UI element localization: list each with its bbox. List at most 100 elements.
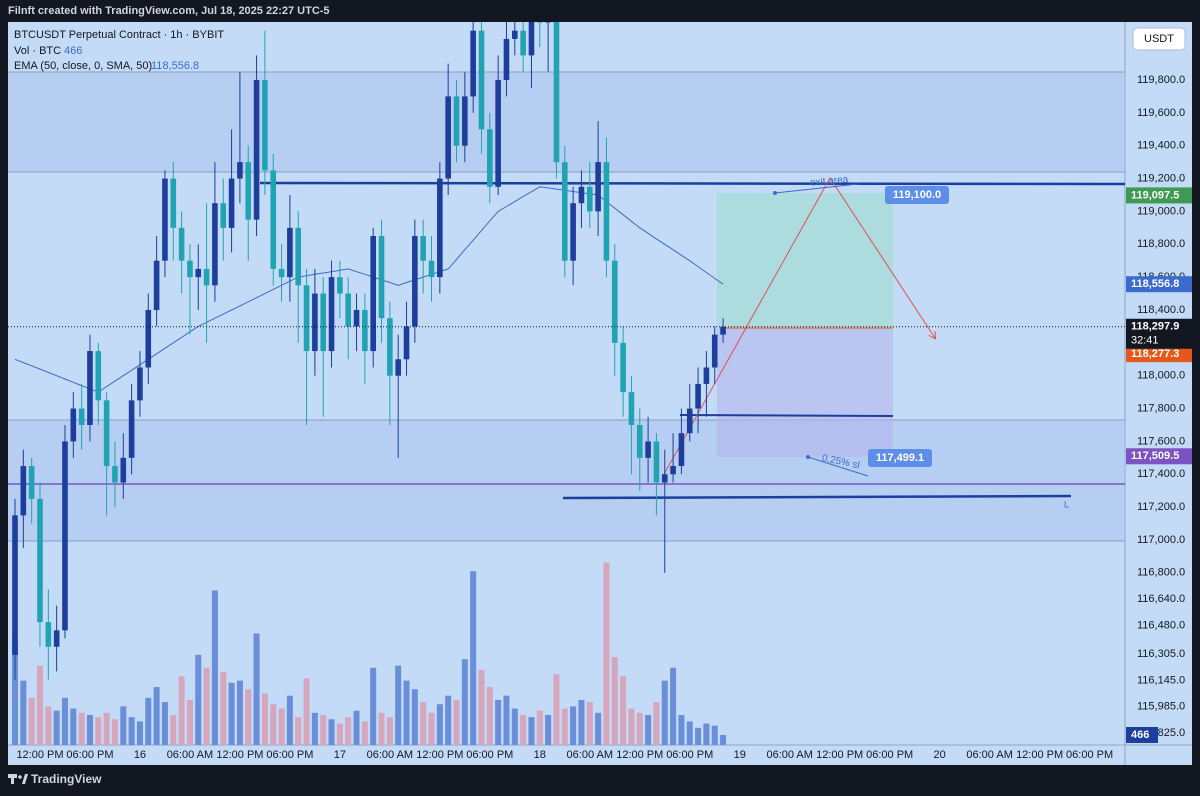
volume-bar: [286, 695, 293, 745]
candle-body: [353, 309, 360, 327]
candle-body: [187, 260, 193, 278]
candle-body: [120, 457, 127, 483]
volume-bar: [245, 689, 252, 745]
volume-bar: [645, 714, 652, 745]
volume-bar: [528, 717, 535, 745]
volume-bar: [520, 714, 527, 745]
zone: [8, 72, 1125, 172]
candle-body: [12, 515, 18, 655]
volume-bar: [503, 695, 510, 745]
candle-body: [228, 178, 235, 228]
y-tick-label: 117,400.0: [1137, 468, 1185, 480]
volume-bar: [103, 712, 110, 745]
candle-body: [695, 383, 701, 409]
volume-bar: [236, 680, 243, 745]
currency-button[interactable]: [1132, 27, 1186, 51]
zone: [8, 420, 1125, 541]
candle-body: [720, 326, 726, 335]
candle-body: [412, 236, 418, 327]
x-tick-label: 06:00 AM: [766, 749, 812, 761]
volume-bar: [403, 680, 410, 745]
volume-bar: [345, 717, 352, 745]
x-tick-label: 20: [934, 749, 946, 761]
volume-bar: [553, 674, 560, 745]
candle-body: [53, 630, 60, 647]
currency[interactable]: USDT: [1144, 33, 1174, 45]
candle-body: [162, 178, 168, 261]
x-tick-label: 12:00 PM: [416, 749, 463, 761]
volume-bar: [336, 723, 343, 745]
volume-bar: [653, 702, 660, 745]
candle-body: [287, 227, 293, 278]
volume-bar: [453, 699, 460, 745]
ema-tag-label: 118,556.8: [1131, 278, 1179, 290]
y-tick-label: 118,400.0: [1137, 304, 1185, 316]
candle-body: [670, 466, 676, 475]
candle-body: [395, 359, 401, 376]
candle-body: [112, 466, 118, 483]
volume-bar: [720, 735, 727, 745]
volume-bar: [145, 697, 152, 745]
countdown: 32:41: [1131, 335, 1159, 347]
candle-body: [578, 186, 585, 204]
volume-bar: [61, 697, 68, 745]
volume-bar: [111, 719, 118, 745]
candle-body: [611, 260, 618, 343]
x-tick-label: 06:00 AM: [367, 749, 413, 761]
candle-body: [78, 408, 85, 425]
projection: [662, 177, 935, 477]
volume-bar: [661, 680, 668, 745]
y-tick-label: 119,200.0: [1137, 172, 1185, 184]
x-tick-label: 06:00 PM: [466, 749, 513, 761]
candle-body: [628, 392, 635, 425]
volume-bar: [395, 665, 402, 745]
volume-bar: [70, 708, 77, 745]
x-tick-label: 12:00 PM: [616, 749, 663, 761]
x-tick-label: 12:00 PM: [16, 749, 63, 761]
candle-body: [203, 268, 210, 286]
volume-bar: [486, 687, 493, 745]
candle-body: [20, 466, 27, 516]
callout-line: [807, 456, 869, 477]
y-tick-label: 116,305.0: [1137, 648, 1185, 660]
callout-dot: [773, 191, 777, 195]
candle-body: [178, 227, 185, 261]
candle-body: [303, 285, 310, 352]
candle-body: [686, 408, 693, 434]
candle-body: [586, 186, 593, 212]
candle-body: [87, 351, 93, 425]
volume-bar: [170, 714, 177, 745]
chart-tag-label: 117,499.1: [876, 452, 924, 464]
candle-body: [28, 466, 35, 499]
x-tick-label: 12:00 PM: [816, 749, 863, 761]
volume-bar: [86, 714, 93, 745]
x-tick-label: 12:00 PM: [1016, 749, 1063, 761]
volume-bar: [311, 712, 318, 745]
volume-bar: [561, 708, 568, 745]
volume-bar: [303, 678, 310, 745]
y-tick-label: 119,600.0: [1137, 107, 1185, 119]
volume-bar: [278, 708, 285, 745]
candle-body: [403, 326, 410, 360]
candle-body: [537, 22, 543, 23]
price-tag-label: 119,097.5: [1131, 189, 1179, 201]
x-tick-label: 06:00 PM: [66, 749, 113, 761]
candle-body: [561, 162, 568, 261]
candle-body: [220, 203, 227, 228]
chart-tag-label: 119,100.0: [893, 189, 941, 201]
y-tick-label: 117,200.0: [1137, 501, 1185, 513]
volume-bar: [178, 676, 185, 745]
volume-bar: [628, 708, 635, 745]
volume-bar: [545, 714, 552, 745]
x-tick-label: 18: [534, 749, 546, 761]
candle-body: [103, 400, 110, 467]
volume-bar: [161, 702, 168, 745]
legend-ema-value: 118,556.8: [151, 60, 199, 72]
chart-tag: [868, 448, 932, 467]
x-tick-label: 06:00 PM: [866, 749, 913, 761]
candle-body: [262, 79, 268, 171]
volume-bar: [670, 667, 677, 745]
candle-body: [437, 178, 443, 278]
candle-body: [320, 293, 327, 352]
volume-bar: [611, 657, 618, 745]
